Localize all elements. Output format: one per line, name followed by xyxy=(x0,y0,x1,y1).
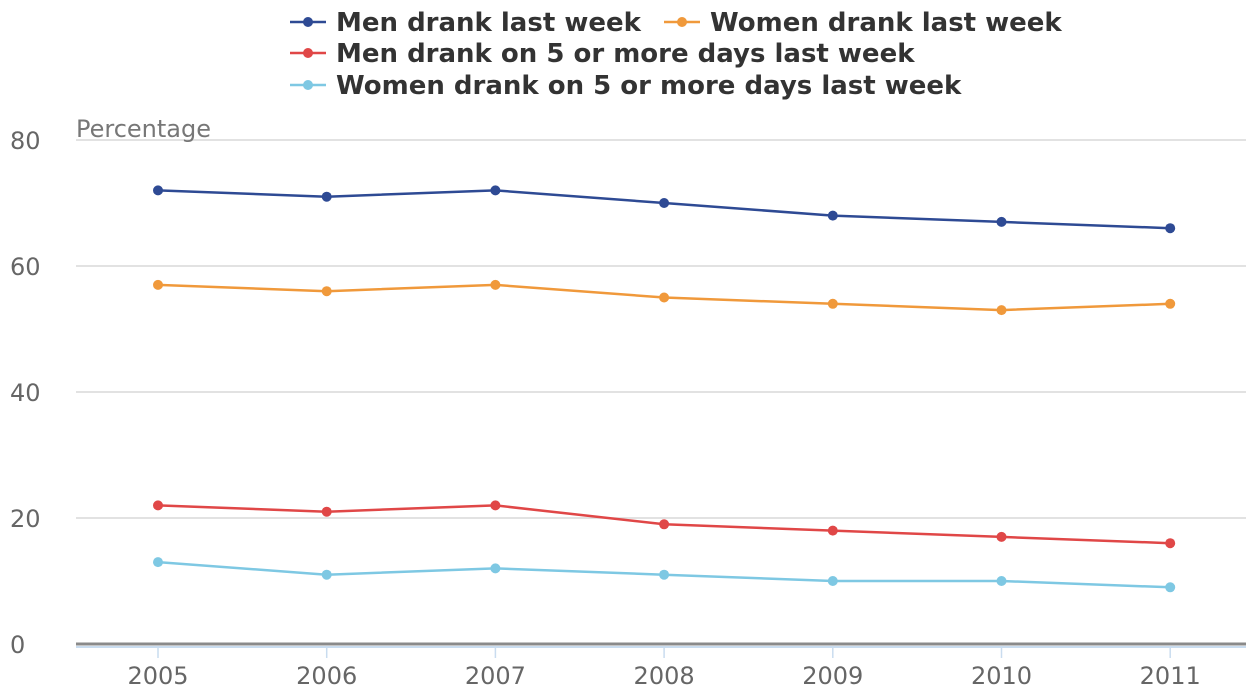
y-tick-label: 60 xyxy=(10,253,41,281)
data-point[interactable] xyxy=(827,525,838,536)
x-axis-ticks: 2005 2006 2007 2008 2009 2010 2011 xyxy=(127,648,1201,688)
data-point[interactable] xyxy=(321,569,332,580)
series-4 xyxy=(153,557,1176,593)
legend-dot-marker xyxy=(303,17,313,27)
y-tick-label: 40 xyxy=(10,379,41,407)
x-tick-label: 2011 xyxy=(1140,662,1201,688)
y-tick-label: 20 xyxy=(10,505,41,533)
data-point[interactable] xyxy=(153,185,163,196)
data-point[interactable] xyxy=(1165,223,1176,234)
legend-item[interactable]: Men drank last week xyxy=(290,8,642,38)
legend-item[interactable]: Women drank on 5 or more days last week xyxy=(290,71,962,101)
x-tick-label: 2008 xyxy=(634,662,695,688)
legend: Men drank last week Women drank last week… xyxy=(290,8,1062,101)
legend-dot-marker xyxy=(303,80,313,90)
data-point[interactable] xyxy=(490,185,501,196)
data-point[interactable] xyxy=(1165,538,1176,549)
data-point[interactable] xyxy=(1165,298,1176,309)
data-point[interactable] xyxy=(827,298,838,309)
series-line xyxy=(157,189,1171,230)
data-point[interactable] xyxy=(490,563,501,574)
data-point[interactable] xyxy=(321,286,332,297)
data-point[interactable] xyxy=(490,500,501,511)
data-point[interactable] xyxy=(827,210,838,221)
x-tick-label: 2005 xyxy=(127,662,188,688)
data-point[interactable] xyxy=(659,292,670,303)
data-point[interactable] xyxy=(490,279,501,290)
legend-item[interactable]: Men drank on 5 or more days last week xyxy=(290,39,915,69)
data-point[interactable] xyxy=(996,576,1007,586)
legend-label: Women drank on 5 or more days last week xyxy=(336,71,962,101)
grid xyxy=(76,139,1246,648)
series-2 xyxy=(153,279,1176,316)
data-point[interactable] xyxy=(659,198,670,208)
legend-dot-marker xyxy=(677,17,687,27)
x-tick-label: 2009 xyxy=(802,662,863,688)
y-axis-label: Percentage xyxy=(76,115,211,143)
data-point[interactable] xyxy=(827,576,838,586)
data-point[interactable] xyxy=(153,279,163,290)
legend-label: Men drank on 5 or more days last week xyxy=(336,39,915,69)
y-axis-ticks: 0 20 40 60 80 xyxy=(10,127,41,659)
series-3 xyxy=(153,500,1176,549)
series-1 xyxy=(153,185,1176,234)
data-point[interactable] xyxy=(659,569,670,580)
legend-item[interactable]: Women drank last week xyxy=(664,8,1062,38)
legend-label: Women drank last week xyxy=(710,8,1062,38)
x-tick-label: 2006 xyxy=(296,662,357,688)
data-point[interactable] xyxy=(996,531,1007,542)
data-point[interactable] xyxy=(659,519,670,530)
legend-dot-marker xyxy=(303,48,313,58)
data-point[interactable] xyxy=(321,506,332,517)
legend-label: Men drank last week xyxy=(336,8,642,38)
data-point[interactable] xyxy=(996,216,1007,227)
y-tick-label: 80 xyxy=(10,127,41,155)
data-point[interactable] xyxy=(996,305,1007,316)
y-tick-label: 0 xyxy=(10,631,25,659)
data-point[interactable] xyxy=(1165,582,1176,593)
x-tick-label: 2007 xyxy=(465,662,526,688)
plot-area xyxy=(153,185,1176,593)
data-point[interactable] xyxy=(321,191,332,202)
data-point[interactable] xyxy=(153,500,163,511)
data-point[interactable] xyxy=(153,557,163,568)
x-tick-label: 2010 xyxy=(971,662,1032,688)
